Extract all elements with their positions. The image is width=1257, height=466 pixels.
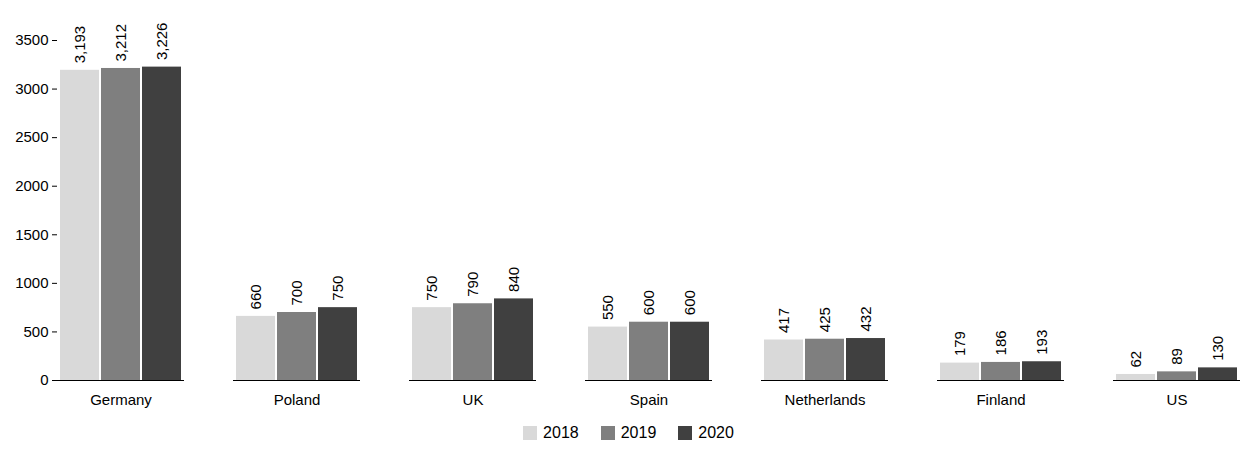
svg-text:193: 193 [1033, 330, 1050, 355]
html-text:2019: 2019 [620, 424, 657, 441]
svg-text:0: 0 [40, 371, 48, 388]
svg-text:89: 89 [1168, 348, 1185, 365]
svg-text:2000: 2000 [15, 177, 48, 194]
html-text:2020: 2020 [698, 424, 734, 441]
svg-text:179: 179 [951, 331, 968, 356]
svg-text:Poland: Poland [274, 391, 321, 408]
svg-text:600: 600 [640, 290, 657, 315]
svg-text:500: 500 [23, 323, 48, 340]
svg-text:3,212: 3,212 [112, 24, 129, 62]
svg-text:660: 660 [247, 284, 264, 309]
svg-text:1500: 1500 [15, 226, 48, 243]
svg-text:Finland: Finland [976, 391, 1025, 408]
svg-text:432: 432 [857, 307, 874, 332]
svg-text:3500: 3500 [15, 31, 48, 48]
svg-text:Netherlands: Netherlands [785, 391, 866, 408]
svg-text:62: 62 [1127, 351, 1144, 368]
svg-text:3000: 3000 [15, 80, 48, 97]
svg-text:186: 186 [992, 330, 1009, 355]
svg-text:750: 750 [329, 276, 346, 301]
svg-text:3,193: 3,193 [71, 26, 88, 64]
svg-text:750: 750 [423, 276, 440, 301]
svg-text:840: 840 [505, 267, 522, 292]
svg-text:2500: 2500 [15, 128, 48, 145]
svg-text:UK: UK [463, 391, 484, 408]
svg-text:790: 790 [464, 272, 481, 297]
svg-text:3,226: 3,226 [153, 23, 170, 61]
svg-text:425: 425 [816, 307, 833, 332]
svg-text:600: 600 [681, 290, 698, 315]
svg-text:Spain: Spain [630, 391, 668, 408]
svg-text:US: US [1167, 391, 1188, 408]
svg-text:417: 417 [775, 308, 792, 333]
svg-text:700: 700 [288, 280, 305, 305]
svg-text:Germany: Germany [90, 391, 152, 408]
svg-text:1000: 1000 [15, 274, 48, 291]
svg-text:550: 550 [599, 295, 616, 320]
html-text:2018: 2018 [543, 424, 579, 441]
svg-text:130: 130 [1209, 336, 1226, 361]
